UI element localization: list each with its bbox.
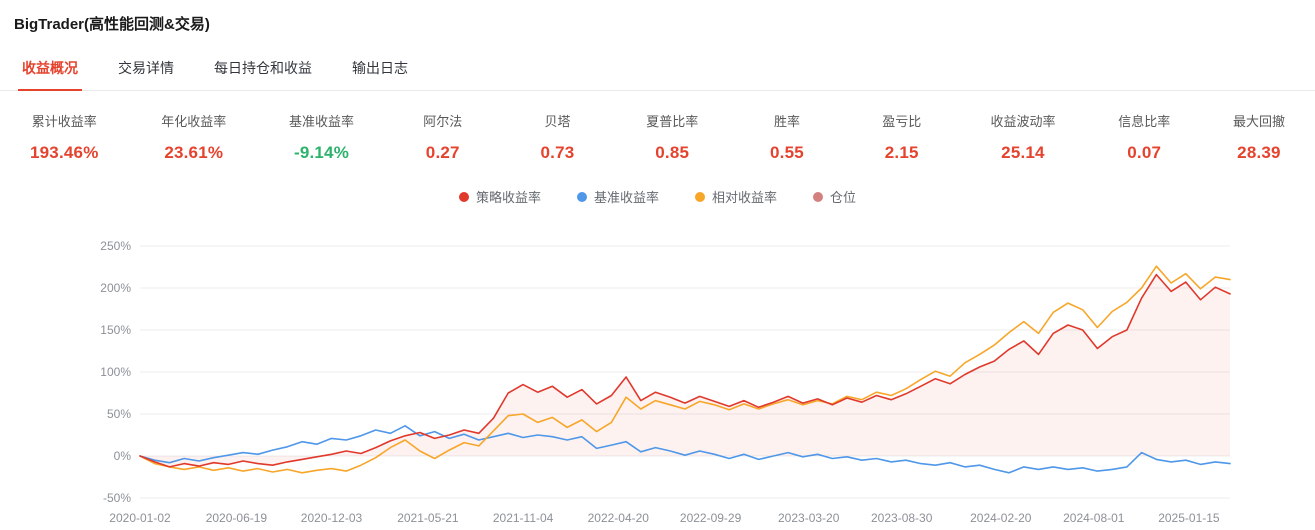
- metric-information-ratio: 信息比率 0.07: [1118, 111, 1170, 163]
- metrics-row: 累计收益率 193.46% 年化收益率 23.61% 基准收益率 -9.14% 阿尔法 0.2…: [0, 91, 1315, 163]
- y-tick-label: 0%: [114, 449, 132, 463]
- metric-max-drawdown-value: 28.39: [1237, 143, 1281, 162]
- x-tick-label: 2025-01-15: [1158, 511, 1220, 525]
- metric-volatility-label: 收益波动率: [990, 114, 1056, 129]
- legend-position-label: 仓位: [830, 190, 857, 205]
- legend-position-dot-icon: [813, 191, 824, 202]
- y-tick-label: 150%: [100, 323, 131, 337]
- x-tick-label: 2021-11-04: [493, 511, 554, 525]
- x-tick-label: 2021-05-21: [397, 511, 459, 525]
- legend-position[interactable]: 仓位: [813, 187, 856, 206]
- metric-sharpe: 夏普比率 0.85: [646, 111, 698, 163]
- metric-win-rate: 胜率 0.55: [761, 111, 813, 163]
- returns-chart[interactable]: 250% 200% 150% 100% 50% 0% -50% 2020-01-02 2020-…: [0, 218, 1315, 530]
- legend-relative-return-dot-icon: [695, 191, 705, 202]
- tab-bar: 收益概况 交易详情 每日持仓和收益 输出日志: [0, 48, 1315, 91]
- metric-alpha: 阿尔法 0.27: [417, 111, 469, 163]
- x-tick-label: 2020-12-03: [301, 511, 363, 525]
- metric-benchmark-return: 基准收益率 -9.14%: [289, 111, 354, 163]
- metric-sharpe-value: 0.85: [655, 143, 690, 162]
- metric-information-ratio-value: 0.07: [1127, 143, 1162, 162]
- metric-profit-loss-ratio: 盈亏比 2.15: [876, 111, 928, 163]
- legend-strategy-return-dot-icon: [458, 191, 469, 202]
- metric-annualized-return-label: 年化收益率: [161, 114, 227, 129]
- tab-output-log[interactable]: 输出日志: [352, 60, 408, 76]
- y-axis-labels: 250% 200% 150% 100% 50% 0% -50%: [100, 239, 131, 505]
- chart-legend: 策略收益率 基准收益率 相对收益率 仓位: [0, 187, 1315, 206]
- metric-alpha-value: 0.27: [425, 143, 460, 162]
- tab-trade-details[interactable]: 交易详情: [118, 60, 174, 76]
- metric-cumulative-return-value: 193.46%: [30, 143, 99, 162]
- app-header: BigTrader(高性能回测&交易): [0, 0, 1315, 34]
- metric-volatility-value: 25.14: [1001, 143, 1045, 162]
- legend-benchmark-return[interactable]: 基准收益率: [576, 187, 659, 206]
- legend-strategy-return-label: 策略收益率: [475, 190, 541, 205]
- y-tick-label: 50%: [107, 407, 131, 421]
- x-tick-label: 2022-09-29: [680, 511, 742, 525]
- returns-chart-svg[interactable]: 250%200%150%100%50%0%-50%2020-01-02 2020-…: [0, 218, 1315, 530]
- relative-return-line: [139, 265, 1231, 474]
- tab-daily-positions-returns[interactable]: 每日持仓和收益: [214, 60, 312, 76]
- metric-win-rate-value: 0.55: [770, 143, 804, 162]
- page-title: BigTrader(高性能回测&交易): [14, 16, 210, 33]
- metric-beta-label: 贝塔: [544, 114, 571, 129]
- y-tick-label: -50%: [103, 491, 131, 505]
- x-tick-label: 2020-06-19: [206, 511, 268, 525]
- metric-win-rate-label: 胜率: [773, 114, 800, 129]
- metric-profit-loss-ratio-value: 2.15: [884, 143, 919, 162]
- metric-cumulative-return-label: 累计收益率: [31, 114, 97, 129]
- metric-information-ratio-label: 信息比率: [1118, 114, 1171, 129]
- legend-strategy-return[interactable]: 策略收益率: [458, 187, 541, 206]
- metric-cumulative-return: 累计收益率 193.46%: [30, 111, 99, 163]
- metric-benchmark-return-label: 基准收益率: [289, 114, 355, 129]
- metric-volatility: 收益波动率 25.14: [990, 111, 1055, 163]
- metric-beta-value: 0.73: [540, 143, 575, 162]
- x-tick-label: 2020-01-02: [109, 511, 171, 525]
- x-tick-label: 2023-08-30: [871, 511, 933, 525]
- legend-relative-return[interactable]: 相对收益率: [695, 187, 777, 206]
- y-tick-label: 200%: [100, 281, 131, 295]
- y-tick-label: 250%: [100, 239, 131, 253]
- x-tick-label: 2022-04-20: [588, 511, 650, 525]
- x-tick-label: 2024-08-01: [1063, 511, 1125, 525]
- metric-max-drawdown: 最大回撤 28.39: [1233, 111, 1285, 163]
- x-tick-label: 2024-02-20: [970, 511, 1032, 525]
- metric-beta: 贝塔 0.73: [531, 111, 583, 163]
- benchmark-return-line: [139, 425, 1231, 474]
- tab-returns-overview[interactable]: 收益概况: [2, 48, 98, 91]
- legend-relative-return-label: 相对收益率: [712, 190, 778, 205]
- metric-benchmark-return-value: -9.14%: [293, 143, 350, 162]
- metric-profit-loss-ratio-label: 盈亏比: [882, 114, 922, 129]
- metric-annualized-return-value: 23.61%: [164, 143, 224, 162]
- x-tick-label: 2023-03-20: [778, 511, 840, 525]
- metric-max-drawdown-label: 最大回撤: [1232, 114, 1285, 129]
- legend-benchmark-return-dot-icon: [576, 191, 587, 202]
- x-axis-labels: 2020-01-02 2020-06-19 2020-12-03 2021-05-21…: [109, 511, 1220, 525]
- metric-annualized-return: 年化收益率 23.61%: [161, 111, 226, 163]
- y-tick-label: 100%: [100, 365, 131, 379]
- strategy-return-area: [140, 274, 1230, 467]
- metric-alpha-label: 阿尔法: [423, 114, 463, 129]
- strategy-return-line: [139, 273, 1231, 468]
- metric-sharpe-label: 夏普比率: [646, 114, 699, 129]
- legend-benchmark-return-label: 基准收益率: [593, 190, 659, 205]
